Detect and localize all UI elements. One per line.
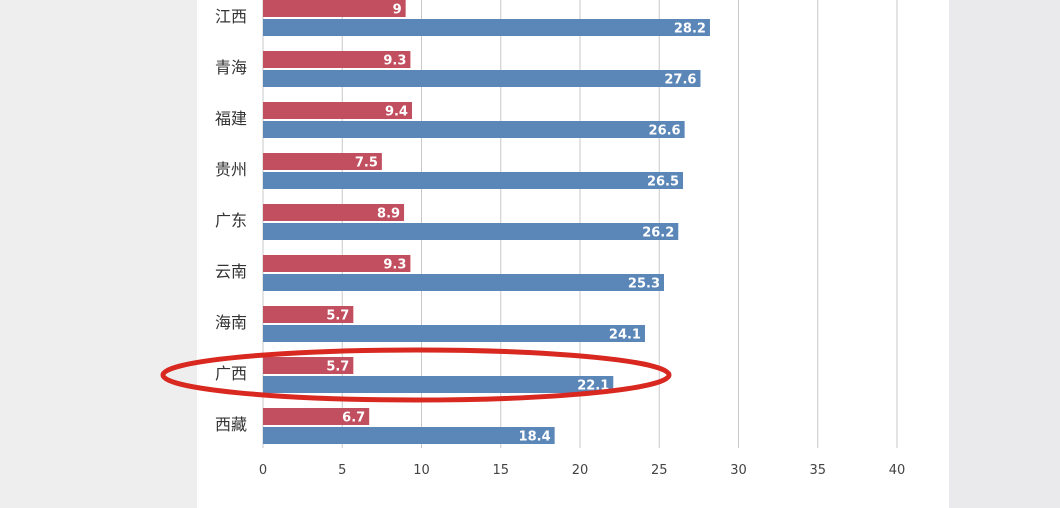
x-tick-label: 35: [809, 463, 826, 478]
category-label: 福建: [215, 109, 247, 128]
x-tick-label: 5: [338, 463, 346, 478]
bar-series-1: [263, 204, 405, 221]
data-label: 26.2: [642, 226, 674, 241]
category-label: 青海: [215, 58, 247, 77]
category-label: 广东: [215, 211, 247, 230]
x-tick-label: 40: [889, 463, 906, 478]
bar-series-1: [263, 408, 370, 425]
data-label: 9.4: [385, 105, 408, 120]
data-label: 26.6: [649, 124, 681, 139]
category-label: 贵州: [215, 160, 247, 179]
bar-series-2: [263, 376, 614, 393]
data-label: 9: [393, 3, 402, 18]
data-label: 9.3: [383, 258, 406, 273]
data-label: 18.4: [519, 430, 551, 445]
bar-series-2: [263, 19, 710, 36]
bar-series-2: [263, 172, 684, 189]
bar-series-1: [263, 153, 382, 170]
x-tick-label: 0: [259, 463, 267, 478]
bar-series-2: [263, 223, 679, 240]
category-label: 云南: [215, 262, 247, 281]
highlight-ellipse: [160, 347, 672, 403]
bar-series-1: [263, 306, 354, 323]
data-label: 9.3: [383, 54, 406, 69]
bar-series-2: [263, 121, 685, 138]
bar-series-2: [263, 427, 555, 444]
bar-series-1: [263, 0, 406, 17]
bar-series-1: [263, 255, 411, 272]
x-tick-label: 10: [413, 463, 430, 478]
data-label: 24.1: [609, 328, 641, 343]
data-label: 5.7: [326, 309, 349, 324]
bar-series-1: [263, 357, 354, 374]
bar-series-2: [263, 274, 665, 291]
category-label: 广西: [215, 364, 247, 383]
x-tick-label: 20: [572, 463, 589, 478]
data-label: 6.7: [342, 411, 365, 426]
data-label: 28.2: [674, 22, 706, 37]
category-label: 江西: [215, 7, 247, 26]
data-label: 25.3: [628, 277, 660, 292]
x-tick-label: 15: [492, 463, 509, 478]
x-tick-label: 30: [730, 463, 747, 478]
category-label: 海南: [215, 313, 247, 332]
data-label: 7.5: [355, 156, 378, 171]
category-label: 西藏: [215, 415, 247, 434]
bar-series-2: [263, 325, 645, 342]
bar-series-1: [263, 102, 412, 119]
data-label: 27.6: [664, 73, 696, 88]
data-label: 26.5: [647, 175, 679, 190]
x-tick-label: 25: [651, 463, 668, 478]
right-margin: [949, 0, 1060, 508]
bar-series-2: [263, 70, 701, 87]
bar-series-1: [263, 51, 411, 68]
data-label: 8.9: [377, 207, 400, 222]
data-label: 5.7: [326, 360, 349, 375]
